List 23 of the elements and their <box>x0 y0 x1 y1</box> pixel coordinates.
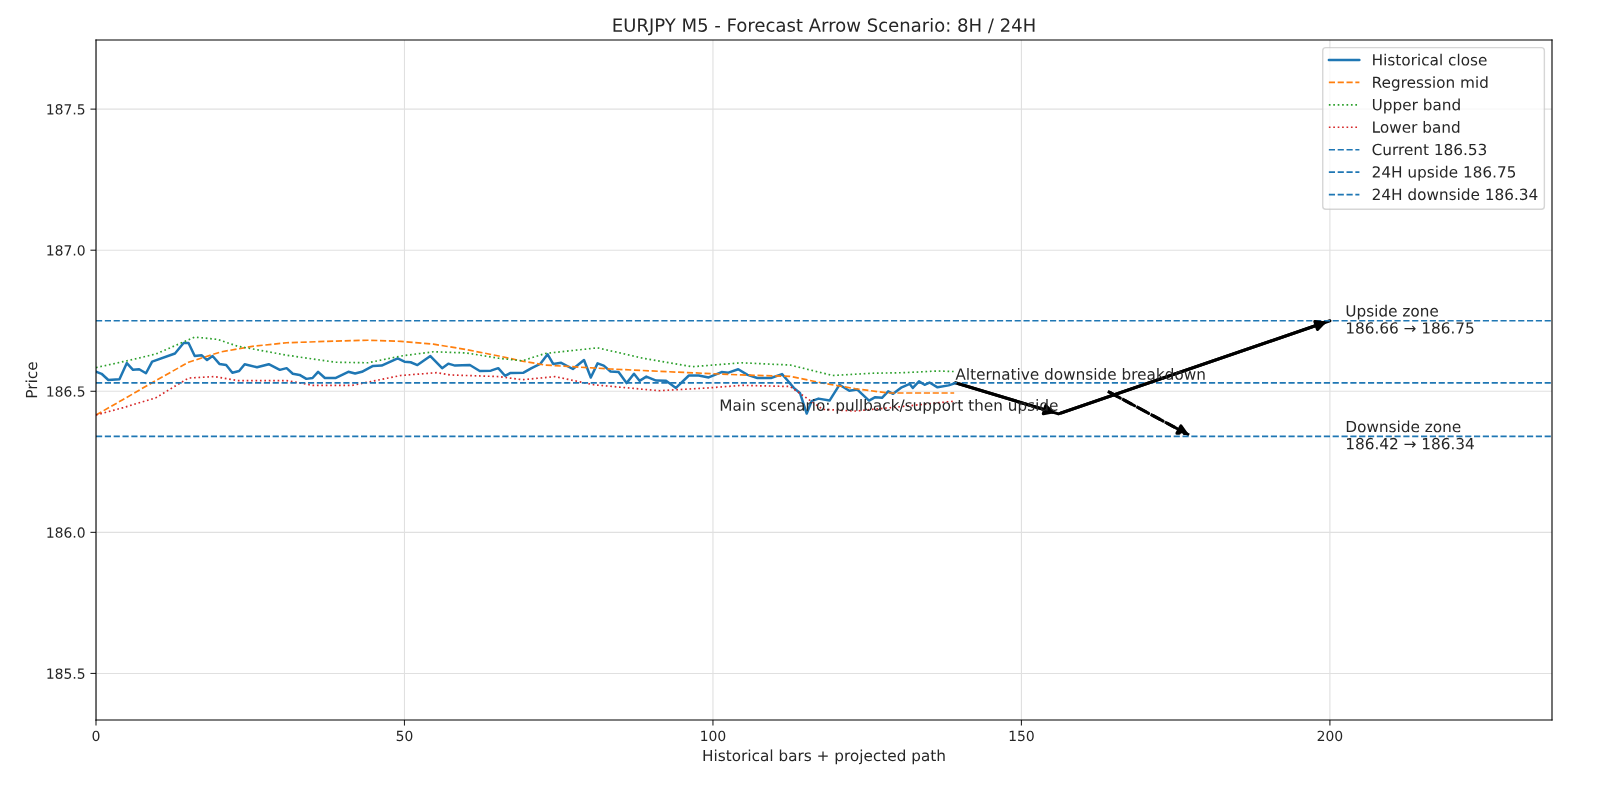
y-axis-title: Price <box>25 362 38 398</box>
x-tick-label: 150 <box>1009 730 1034 742</box>
legend-label: Current 186.53 <box>1372 143 1487 156</box>
annotation: Downside zone 186.42 → 186.34 <box>1346 420 1474 450</box>
chart-title: EURJPY M5 - Forecast Arrow Scenario: 8H / 24H <box>613 17 1035 36</box>
annotation: Upside zone 186.66 → 186.75 <box>1346 304 1474 334</box>
y-tick-label: 186.5 <box>47 386 85 397</box>
x-tick-label: 200 <box>1317 730 1343 742</box>
legend-label: Lower band <box>1373 121 1460 133</box>
y-tick-label: 185.5 <box>47 668 85 679</box>
y-tick-label: 187.0 <box>47 245 85 256</box>
x-axis-title: Historical bars + projected path <box>703 749 945 765</box>
legend-label: 24H downside 186.34 <box>1372 188 1538 201</box>
x-tick-label: 50 <box>396 730 413 742</box>
legend-label: 24H upside 186.75 <box>1372 165 1516 181</box>
line-series <box>96 336 956 377</box>
y-tick-label: 187.5 <box>47 104 85 115</box>
legend-label: Historical close <box>1373 53 1487 66</box>
x-tick-label: 0 <box>92 730 100 742</box>
legend-label: Regression mid <box>1373 76 1488 91</box>
x-tick-label: 100 <box>701 730 726 742</box>
y-tick-label: 186.0 <box>47 527 85 538</box>
legend-label: Upper band <box>1372 98 1460 114</box>
